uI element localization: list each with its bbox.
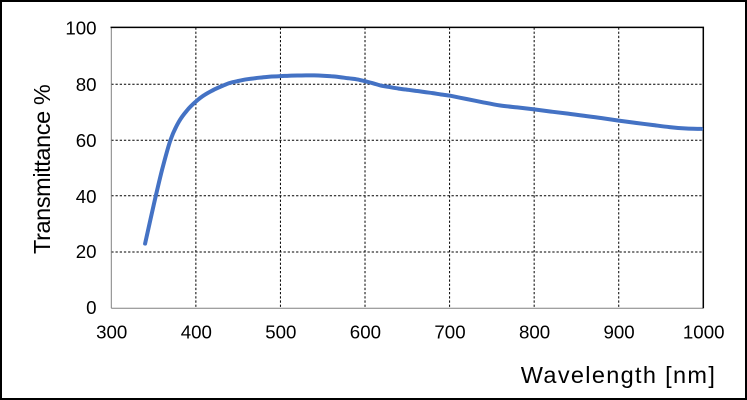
svg-text:300: 300	[96, 322, 127, 343]
svg-text:100: 100	[65, 17, 96, 38]
svg-text:500: 500	[265, 322, 296, 343]
svg-text:700: 700	[434, 322, 465, 343]
svg-text:80: 80	[76, 74, 97, 95]
svg-text:Wavelength [nm]: Wavelength [nm]	[521, 362, 716, 388]
svg-text:800: 800	[519, 322, 550, 343]
svg-text:900: 900	[604, 322, 635, 343]
svg-text:60: 60	[76, 130, 97, 151]
svg-text:1000: 1000	[683, 322, 725, 343]
svg-text:0: 0	[86, 297, 96, 318]
svg-text:600: 600	[350, 322, 381, 343]
svg-text:Transmittance %: Transmittance %	[29, 84, 55, 254]
svg-text:400: 400	[181, 322, 212, 343]
svg-text:40: 40	[76, 186, 97, 207]
svg-text:20: 20	[76, 241, 97, 262]
